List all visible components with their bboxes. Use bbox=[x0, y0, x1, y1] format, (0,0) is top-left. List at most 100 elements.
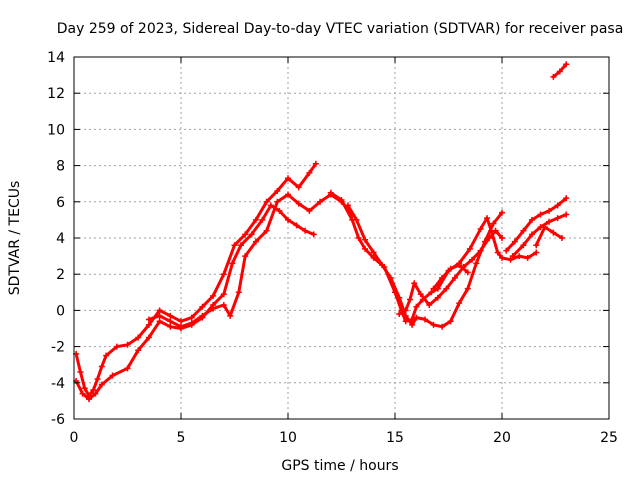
data-point bbox=[199, 312, 206, 319]
data-point bbox=[77, 368, 84, 375]
data-point bbox=[135, 347, 142, 354]
data-point bbox=[94, 376, 101, 383]
data-point bbox=[546, 218, 553, 225]
data-point bbox=[306, 207, 313, 214]
data-point bbox=[90, 387, 97, 394]
data-point bbox=[355, 235, 362, 241]
data-point bbox=[274, 187, 281, 194]
data-point bbox=[188, 320, 195, 327]
data-point bbox=[252, 216, 259, 223]
data-point bbox=[499, 254, 505, 261]
data-point bbox=[490, 220, 497, 227]
data-point bbox=[353, 216, 360, 223]
data-point bbox=[477, 247, 484, 254]
data-point bbox=[92, 390, 99, 397]
series-line bbox=[74, 203, 316, 401]
data-point bbox=[456, 300, 463, 307]
data-point bbox=[541, 224, 548, 231]
data-point bbox=[103, 352, 110, 359]
data-point bbox=[178, 318, 184, 325]
series-line bbox=[504, 196, 568, 253]
data-point bbox=[516, 253, 523, 260]
data-point bbox=[124, 365, 131, 372]
data-point bbox=[387, 274, 394, 281]
y-tick-label: 10 bbox=[47, 122, 65, 138]
data-point bbox=[362, 245, 369, 252]
series-trace-11 bbox=[550, 61, 570, 80]
x-tick-label: 25 bbox=[600, 430, 618, 446]
x-tick-label: 15 bbox=[386, 430, 404, 446]
data-point bbox=[285, 191, 291, 198]
series-trace-10 bbox=[533, 224, 565, 249]
series-line bbox=[397, 229, 504, 316]
data-point bbox=[317, 198, 324, 205]
data-point bbox=[156, 307, 163, 314]
data-point bbox=[563, 195, 570, 202]
data-point bbox=[227, 312, 234, 319]
data-point bbox=[293, 222, 300, 229]
series-trace-3 bbox=[145, 191, 356, 330]
data-point bbox=[98, 381, 105, 388]
y-tick-label: 0 bbox=[56, 303, 65, 319]
data-point bbox=[473, 260, 480, 267]
data-point bbox=[494, 249, 501, 256]
data-point bbox=[464, 285, 471, 292]
y-tick-label: -4 bbox=[51, 376, 65, 392]
data-point bbox=[109, 372, 116, 379]
data-point bbox=[563, 61, 570, 68]
data-point bbox=[451, 274, 458, 281]
data-point bbox=[379, 262, 386, 269]
y-tick-label: 8 bbox=[56, 159, 65, 175]
data-traces bbox=[73, 61, 570, 403]
data-point bbox=[274, 198, 281, 205]
data-point bbox=[439, 274, 446, 281]
data-point bbox=[477, 225, 484, 232]
data-point bbox=[252, 238, 259, 245]
data-point bbox=[550, 229, 557, 236]
x-axis-label: GPS time / hours bbox=[281, 458, 398, 474]
data-point bbox=[237, 242, 244, 249]
series-trace-8 bbox=[503, 195, 570, 254]
data-point bbox=[406, 296, 413, 303]
series-line bbox=[534, 225, 564, 247]
data-point bbox=[554, 202, 561, 209]
axis-ticks: 0 5 10 15 20 25 -6 -4 -2 0 2 4 6 8 10 12 14 bbox=[47, 50, 618, 446]
data-point bbox=[188, 314, 195, 321]
series-line bbox=[74, 162, 318, 397]
data-point bbox=[558, 235, 565, 241]
grid bbox=[74, 57, 609, 419]
data-point bbox=[402, 307, 409, 314]
data-point bbox=[113, 343, 120, 350]
data-point bbox=[550, 73, 557, 80]
data-point bbox=[220, 271, 227, 278]
data-point bbox=[220, 291, 227, 298]
data-point bbox=[409, 321, 416, 328]
data-point bbox=[520, 227, 527, 234]
data-point bbox=[507, 256, 514, 263]
data-point bbox=[456, 262, 463, 269]
data-point bbox=[248, 231, 255, 238]
data-point bbox=[310, 231, 317, 238]
data-point bbox=[156, 312, 163, 319]
data-point bbox=[370, 249, 377, 256]
data-point bbox=[302, 227, 309, 234]
data-point bbox=[556, 68, 563, 75]
data-point bbox=[430, 285, 437, 292]
chart-title: Day 259 of 2023, Sidereal Day-to-day VTE… bbox=[57, 21, 624, 37]
x-tick-label: 10 bbox=[279, 430, 297, 446]
data-point bbox=[492, 227, 499, 234]
data-point bbox=[312, 160, 319, 167]
data-point bbox=[402, 312, 409, 319]
series-trace-7 bbox=[430, 262, 471, 292]
data-point bbox=[81, 385, 88, 392]
data-point bbox=[229, 260, 236, 267]
data-point bbox=[528, 231, 535, 238]
data-point bbox=[533, 242, 540, 249]
data-point bbox=[210, 292, 217, 299]
data-point bbox=[145, 321, 152, 328]
y-tick-label: 2 bbox=[56, 267, 65, 283]
data-point bbox=[417, 291, 424, 298]
data-point bbox=[267, 202, 274, 209]
data-point bbox=[327, 189, 334, 196]
data-point bbox=[546, 207, 553, 214]
